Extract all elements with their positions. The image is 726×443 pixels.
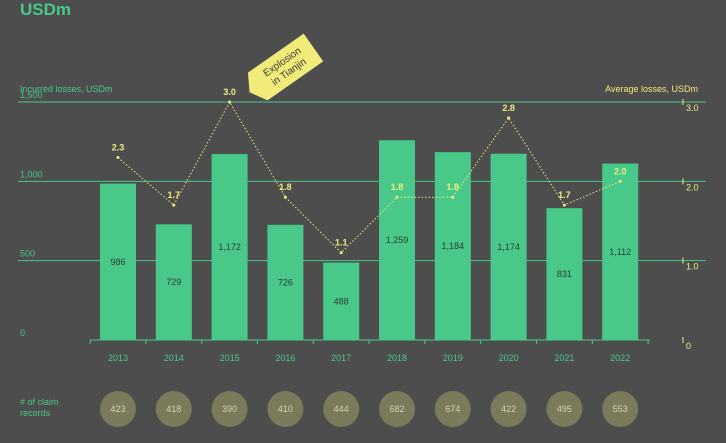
y2-tick-label: 0 [686,341,691,351]
claim-bubble [490,391,527,427]
left-axis-title: Incurred losses, USDm [20,84,113,94]
claims-label-line-2: records [20,408,51,418]
bar-value-label: 1,184 [442,241,465,251]
bar-value-label: 488 [334,296,349,306]
x-tick-label: 2014 [164,353,184,363]
claim-bubble [267,391,304,427]
bar-value-label: 726 [278,277,293,287]
y2-tick-label: 2.0 [686,182,699,192]
claims-label: # of claim records [20,397,80,419]
bar-value-label: 1,172 [218,242,241,252]
y-tick-label: 0 [20,328,25,338]
line-point [116,156,120,160]
bar-value-label: 1,174 [497,242,520,252]
line-value-label: 1.7 [168,190,181,200]
line-point [562,203,566,207]
line-value-label: 1.1 [335,238,348,248]
claim-count: 423 [110,404,125,414]
x-tick-label: 2013 [108,353,128,363]
average-losses-line [117,100,621,254]
claim-count: 390 [222,404,237,414]
line-point [451,195,455,199]
claim-bubble [323,391,360,427]
bar [434,152,471,340]
bar [490,153,527,340]
y-tick-label: 500 [20,249,35,259]
line-value-label: 1.8 [447,182,460,192]
bar-value-label: 1,112 [609,247,631,257]
claims-label-line-1: # of claim [20,397,59,407]
claim-count: 422 [501,404,516,414]
claim-bubble [155,391,192,427]
bar-value-label: 986 [110,257,125,267]
y2-tick-label: 1.0 [686,262,699,272]
page-title: USDm [20,0,72,19]
line-value-label: 1.8 [279,182,292,192]
bar-value-label: 1,259 [386,235,409,245]
right-axis-title: Average losses, USDm [605,84,698,94]
claim-count: 682 [389,404,404,414]
claim-bubble [434,391,471,427]
claim-count: 410 [278,404,293,414]
x-tick-label: 2018 [387,353,407,363]
line-value-label: 2.0 [614,166,627,176]
line-point [172,203,176,207]
line-point [339,251,343,255]
y-tick-label: 1,500 [20,90,43,100]
claim-bubble [100,391,136,427]
claim-count: 418 [166,404,181,414]
line-point [395,195,399,199]
claim-bubble [379,391,415,427]
line-point [228,100,232,104]
bar-value-label: 729 [166,277,181,287]
line-point [283,195,287,199]
bar [602,163,639,340]
claim-count: 444 [334,404,349,414]
claim-count: 674 [445,404,460,414]
line-value-label: 3.0 [223,87,236,97]
bar [379,140,415,340]
bar [546,208,583,340]
claim-bubble [211,391,248,427]
x-tick-label: 2020 [499,353,519,363]
line-value-label: 2.3 [112,143,125,153]
y-tick-label: 1,000 [20,169,43,179]
bar [100,183,136,340]
bar [211,154,248,340]
x-tick-label: 2017 [331,353,351,363]
x-tick-label: 2016 [275,353,295,363]
x-tick-label: 2015 [220,353,240,363]
bar [323,262,360,340]
claim-count: 495 [557,404,572,414]
x-tick-label: 2021 [554,353,574,363]
x-tick-label: 2022 [610,353,630,363]
bar-value-label: 831 [557,269,572,279]
bar [155,224,192,340]
x-tick-label: 2019 [443,353,463,363]
bar [267,224,304,340]
line-point [507,116,511,120]
line-point [618,179,622,183]
claim-bubble [546,391,583,427]
annotation-box [247,33,324,101]
line-value-label: 2.8 [502,103,515,113]
line-value-label: 1.7 [558,190,571,200]
claim-count: 553 [613,404,628,414]
claim-bubble [602,391,639,427]
line-value-label: 1.8 [391,182,404,192]
y2-tick-label: 3.0 [686,103,699,113]
